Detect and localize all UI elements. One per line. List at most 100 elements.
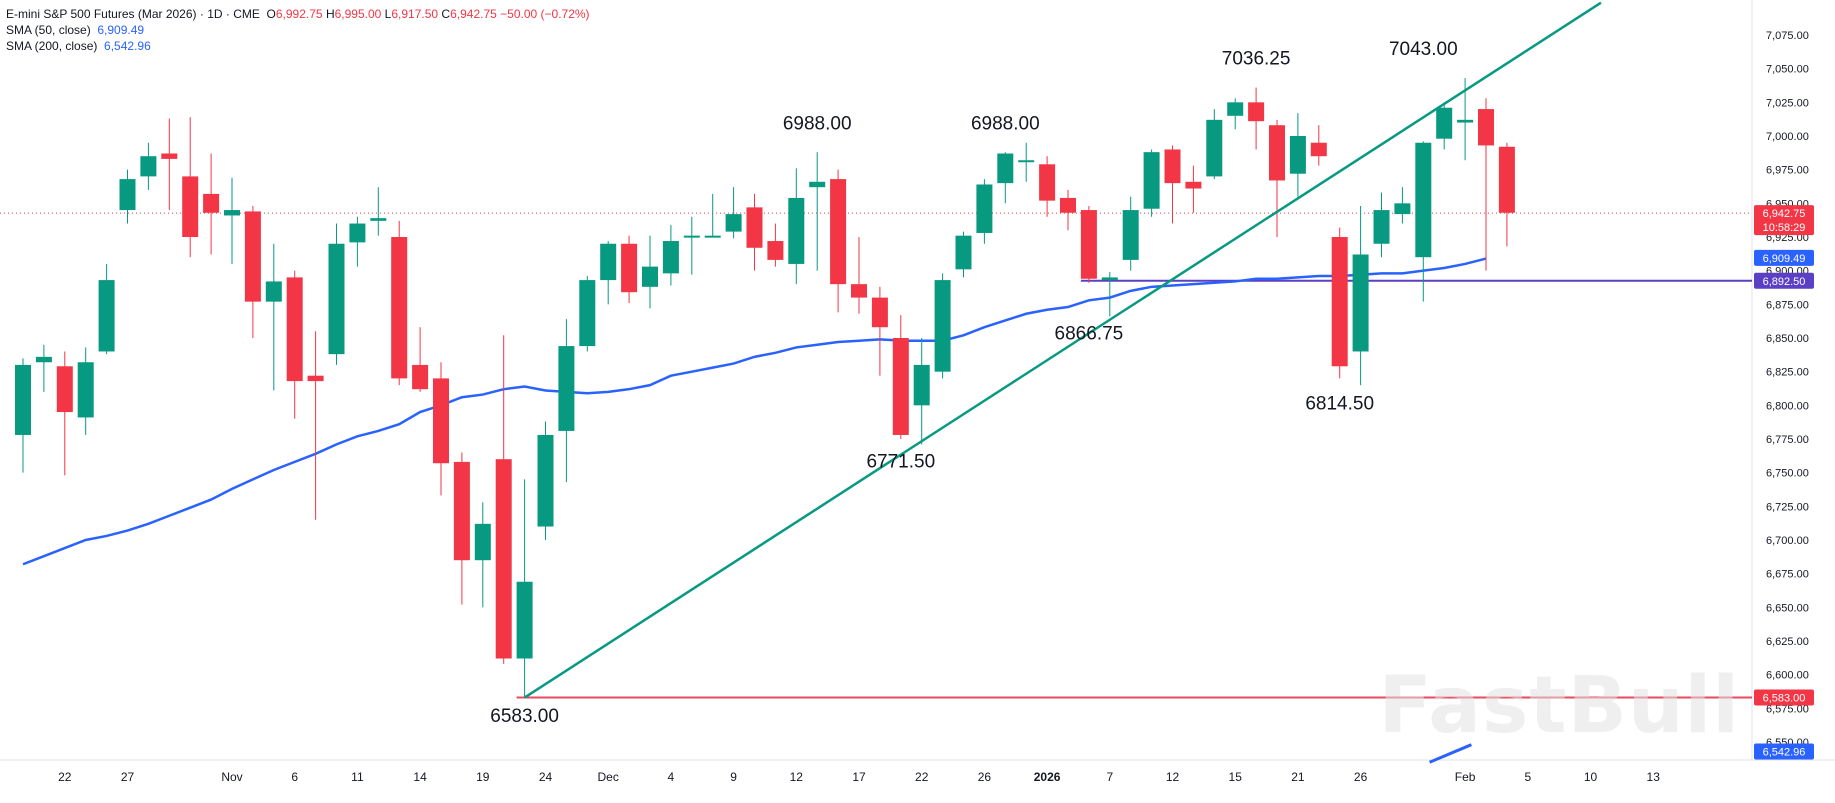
price-tag-label: 6,942.75 (1763, 208, 1806, 220)
legend-sma50-row[interactable]: SMA (50, close) 6,909.49 (6, 22, 590, 38)
x-tick-label: Dec (598, 770, 619, 784)
ohlc-high-label: H (325, 7, 335, 21)
candle-body (433, 378, 449, 464)
x-tick-label: 2026 (1034, 770, 1061, 784)
y-tick-label: 6,600.00 (1766, 670, 1809, 682)
candle-body (265, 281, 282, 302)
ohlc-change: −50.00 (−0.72%) (500, 7, 590, 21)
sma50-label: SMA (50, close) (6, 23, 91, 37)
candle-body (286, 277, 303, 382)
candle (892, 315, 909, 439)
candle (704, 193, 721, 238)
legend-sma200-row[interactable]: SMA (200, close) 6,542.96 (6, 38, 590, 54)
candle-body (913, 364, 930, 406)
price-axis-tag: 6,583.00 (1754, 689, 1814, 706)
x-tick-label: 19 (476, 770, 490, 784)
candle-body (600, 243, 617, 281)
candle (683, 216, 700, 275)
candle (830, 169, 847, 313)
candle-body (1478, 109, 1494, 146)
price-axis-tag: 6,892.50 (1754, 272, 1814, 289)
candle (1478, 98, 1494, 271)
x-tick-label: 26 (978, 770, 992, 784)
candle (662, 224, 679, 286)
candle-body (1080, 210, 1097, 279)
candle-body (1331, 237, 1348, 367)
candle (1164, 145, 1181, 224)
candle (1373, 192, 1390, 258)
candle-body (892, 338, 909, 435)
candle-body (683, 235, 700, 238)
candle (433, 362, 449, 496)
sma200-line (1428, 743, 1472, 764)
candle (265, 243, 282, 391)
candle (642, 235, 658, 309)
price-annotation: 7043.00 (1389, 39, 1458, 60)
candle (1185, 165, 1202, 213)
candle-body (662, 241, 679, 274)
price-tag-label: 6,892.50 (1763, 276, 1806, 288)
candle-body (35, 356, 52, 363)
candle (1101, 272, 1118, 317)
x-tick-label: 10 (1584, 770, 1598, 784)
candle (412, 327, 429, 392)
y-tick-label: 7,075.00 (1766, 30, 1809, 42)
candle (224, 177, 240, 264)
y-tick-label: 6,875.00 (1766, 299, 1809, 311)
y-tick-label: 6,975.00 (1766, 165, 1809, 177)
price-tag-bg (1754, 743, 1814, 760)
candle-body (98, 280, 115, 352)
candle-body (725, 214, 742, 232)
candle (1206, 109, 1223, 180)
candle (851, 237, 867, 314)
candle (15, 358, 31, 473)
candle (558, 319, 575, 483)
x-tick-label: 22 (58, 770, 72, 784)
x-tick-label: 7 (1106, 770, 1113, 784)
x-tick-label: 12 (1166, 770, 1180, 784)
price-tag-bg (1754, 249, 1814, 266)
candle-body (809, 181, 826, 188)
x-tick-label: Nov (221, 770, 242, 784)
price-annotation: 7036.25 (1222, 49, 1291, 70)
candle-body (1018, 160, 1035, 163)
candle (1498, 142, 1515, 247)
candle (307, 331, 324, 520)
legend-symbol-row: E-mini S&P 500 Futures (Mar 2026) · 1D ·… (6, 6, 590, 22)
candle-body (182, 176, 199, 237)
y-tick-label: 6,575.00 (1766, 703, 1809, 715)
candle-body (516, 581, 533, 659)
candle-body (704, 235, 721, 238)
y-tick-label: 6,725.00 (1766, 501, 1809, 513)
candle (35, 344, 52, 392)
candle (1415, 141, 1432, 302)
candle-body (370, 218, 387, 221)
x-tick-label: 24 (539, 770, 553, 784)
candle-body (15, 364, 31, 435)
price-annotation: 6583.00 (490, 706, 559, 727)
candle-body (1164, 149, 1181, 184)
candle-body (391, 237, 408, 379)
y-tick-label: 6,750.00 (1766, 468, 1809, 480)
price-annotation: 6988.00 (783, 113, 852, 134)
symbol-title[interactable]: E-mini S&P 500 Futures (Mar 2026) · 1D ·… (6, 7, 260, 21)
candle (328, 223, 345, 365)
x-tick-label: 12 (790, 770, 804, 784)
candle (1436, 102, 1453, 150)
watermark-logo: FastBull (1378, 661, 1740, 751)
candle-body (1143, 152, 1160, 209)
candle (56, 351, 73, 476)
candle (621, 235, 638, 303)
x-tick-label: 13 (1647, 770, 1661, 784)
price-tag-label: 6,909.49 (1763, 253, 1806, 265)
candle (955, 231, 972, 278)
x-tick-label: 22 (915, 770, 929, 784)
candle-body (224, 210, 240, 216)
trend-line (523, 1, 1602, 699)
price-axis-tag: 6,942.75 10:58:29 (1754, 205, 1814, 236)
candle-body (830, 179, 847, 285)
candle-body (1060, 197, 1076, 213)
candle-body (56, 366, 73, 413)
price-annotation: 6988.00 (971, 113, 1040, 134)
